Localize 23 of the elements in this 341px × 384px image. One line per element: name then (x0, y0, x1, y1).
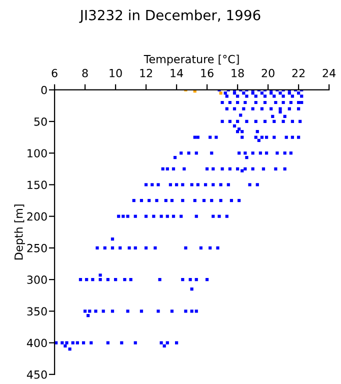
y-tick-label: 100 (28, 149, 47, 158)
y-tick-label: 200 (27, 212, 47, 221)
x-tick-label: 12 (140, 68, 152, 78)
x-tick-label: 20 (262, 68, 274, 78)
y-tick-label: 0 (41, 86, 47, 94)
y-tick-label: 350 (27, 307, 47, 316)
y-tick-label: 400 (26, 338, 47, 348)
y-tick-label: 250 (27, 244, 47, 252)
x-axis-title: Temperature [°C] (144, 54, 239, 66)
x-tick-label: 22 (292, 68, 305, 78)
y-axis-title: Depth [m] (14, 204, 26, 260)
y-tick-label: 450 (26, 370, 47, 379)
y-tick-label: 50 (34, 117, 47, 126)
x-tick-label: 6 (52, 68, 58, 78)
x-tick-label: 14 (170, 69, 184, 78)
chart-title: JI3232 in December, 1996 (79, 10, 260, 23)
x-tick-label: 16 (201, 68, 214, 78)
x-tick-label: 18 (232, 68, 244, 78)
x-tick-label: 10 (110, 68, 122, 78)
y-tick-label: 150 (28, 180, 47, 190)
x-tick-label: 24 (322, 68, 336, 78)
x-tick-label: 8 (82, 68, 88, 78)
y-tick-label: 300 (27, 276, 47, 284)
